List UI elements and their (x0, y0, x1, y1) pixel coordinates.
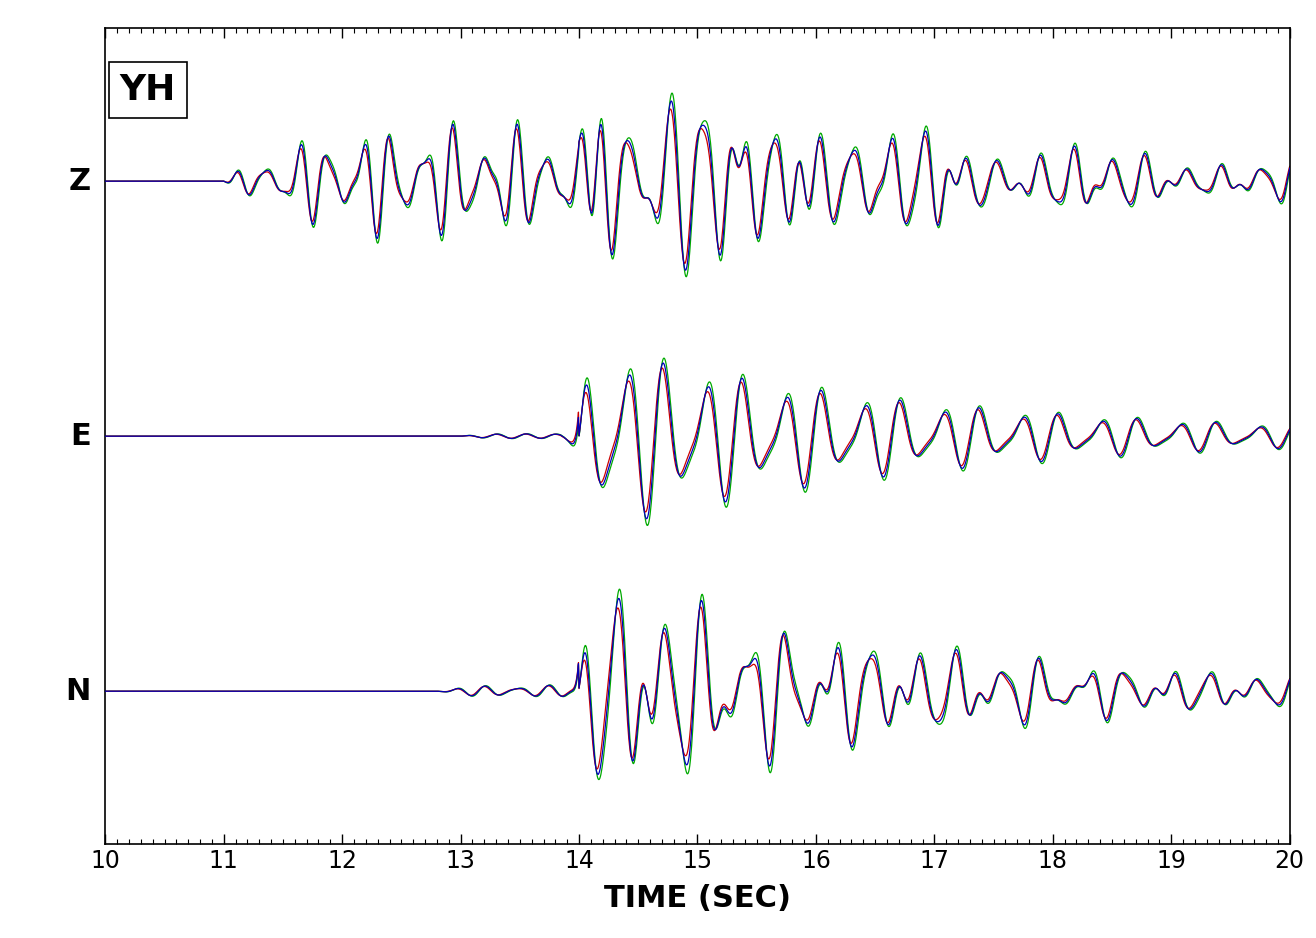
X-axis label: TIME (SEC): TIME (SEC) (604, 885, 791, 914)
Text: N: N (66, 676, 91, 705)
Text: YH: YH (120, 73, 176, 107)
Text: Z: Z (68, 167, 91, 196)
Text: E: E (70, 422, 91, 450)
